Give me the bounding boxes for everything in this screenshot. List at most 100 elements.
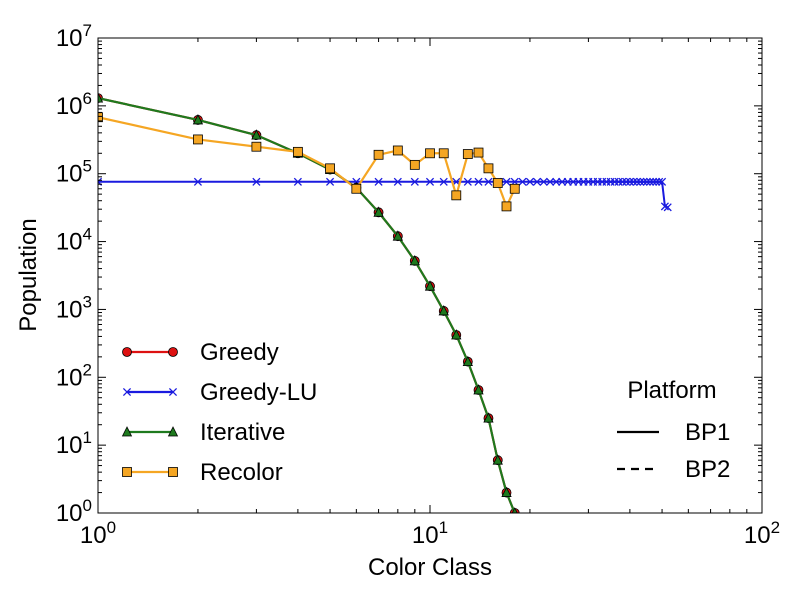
series-layer bbox=[98, 92, 672, 513]
data-point-recolor bbox=[292, 146, 303, 157]
data-point-iterative bbox=[501, 486, 512, 497]
data-point-recolor bbox=[98, 112, 103, 123]
legend-label: Greedy-LU bbox=[200, 379, 317, 406]
data-point-recolor bbox=[409, 159, 420, 170]
data-point-greedy-lu bbox=[439, 177, 448, 186]
legend-marker bbox=[121, 426, 133, 437]
series-line-greedy-lu bbox=[98, 180, 669, 209]
x-tick-label: 101 bbox=[412, 518, 448, 549]
legend-marker bbox=[168, 467, 178, 477]
y-tick-label: 103 bbox=[56, 292, 92, 323]
data-point-recolor bbox=[373, 149, 384, 160]
data-point-recolor bbox=[325, 163, 335, 174]
legend-label: Greedy bbox=[200, 339, 279, 366]
data-point-iterative bbox=[392, 230, 403, 241]
legend-label: Recolor bbox=[200, 459, 283, 486]
data-point-recolor bbox=[501, 201, 512, 212]
platform-legend-entry: BP2 bbox=[617, 456, 730, 483]
data-point-recolor bbox=[438, 148, 449, 159]
data-point-greedy-lu bbox=[193, 177, 203, 186]
x-tick-label: 102 bbox=[744, 518, 780, 549]
data-point-greedy-lu bbox=[474, 177, 483, 186]
platform-legend-entry: BP1 bbox=[617, 419, 730, 446]
platform-legend-label: BP1 bbox=[685, 419, 730, 446]
data-point-iterative bbox=[192, 114, 204, 125]
data-point-recolor bbox=[483, 163, 494, 174]
data-point-iterative bbox=[409, 254, 420, 266]
data-point-greedy-lu bbox=[622, 177, 631, 186]
data-point-greedy-lu bbox=[539, 177, 548, 186]
data-point-iterative bbox=[492, 454, 503, 465]
legend-marker bbox=[122, 467, 132, 477]
data-point-greedy-lu bbox=[525, 177, 535, 186]
y-tick-label: 105 bbox=[56, 157, 92, 188]
legend-entry-greedy: Greedy bbox=[122, 339, 279, 366]
data-point-recolor bbox=[473, 147, 484, 158]
data-point-greedy-lu bbox=[546, 177, 555, 186]
y-tick-label: 100 bbox=[56, 496, 92, 527]
data-point-greedy-lu bbox=[655, 177, 664, 186]
data-point-iterative bbox=[483, 412, 494, 423]
data-point-greedy-lu bbox=[425, 177, 435, 186]
data-point-greedy-lu bbox=[645, 177, 655, 186]
data-point-iterative bbox=[98, 92, 104, 103]
data-point-iterative bbox=[424, 280, 436, 291]
ticks-layer: 100 101 102 100 101 102 103 104 105 106 107 bbox=[56, 21, 780, 549]
data-point-iterative bbox=[251, 129, 262, 140]
data-point-recolor bbox=[251, 141, 262, 152]
y-axis-label: Population bbox=[15, 218, 42, 331]
data-point-greedy-lu bbox=[614, 177, 623, 186]
data-point-greedy-lu bbox=[410, 177, 419, 186]
data-point-greedy-lu bbox=[663, 203, 672, 212]
data-point-iterative bbox=[373, 206, 384, 217]
data-point-greedy-lu bbox=[642, 177, 651, 186]
data-point-greedy-lu bbox=[518, 177, 527, 186]
series-recolor bbox=[98, 112, 520, 212]
data-point-greedy-lu bbox=[325, 177, 335, 186]
data-point-greedy-lu bbox=[657, 177, 667, 186]
data-point-iterative bbox=[438, 305, 449, 316]
legend-entry-iterative: Iterative bbox=[121, 419, 285, 446]
platform-legend: Platform BP1 BP2 bbox=[617, 377, 730, 483]
data-point-recolor bbox=[462, 149, 473, 159]
legend-marker bbox=[168, 387, 178, 397]
data-point-greedy-lu bbox=[463, 177, 472, 186]
data-point-greedy-lu bbox=[393, 177, 402, 186]
legend-marker bbox=[122, 347, 132, 357]
data-point-greedy-lu bbox=[636, 177, 645, 186]
legend-label: Iterative bbox=[200, 419, 285, 446]
x-tick-label: 100 bbox=[80, 518, 116, 549]
platform-legend-title: Platform bbox=[627, 377, 716, 404]
data-point-greedy-lu bbox=[652, 177, 661, 186]
data-point-greedy-lu bbox=[618, 177, 627, 186]
legend-marker bbox=[167, 426, 179, 437]
data-point-recolor bbox=[351, 183, 362, 194]
legend-entry-recolor: Recolor bbox=[122, 459, 283, 486]
data-point-recolor bbox=[193, 134, 203, 145]
data-point-greedy-lu bbox=[552, 177, 561, 186]
data-point-iterative bbox=[473, 384, 484, 395]
data-point-greedy-lu bbox=[625, 177, 634, 186]
data-point-greedy-lu bbox=[252, 177, 261, 186]
data-point-greedy-lu bbox=[629, 177, 638, 186]
data-point-recolor bbox=[425, 148, 435, 159]
data-point-greedy-lu bbox=[639, 177, 648, 186]
series-legend: Greedy Greedy-LU Iterative Recolor bbox=[121, 339, 317, 486]
platform-legend-label: BP2 bbox=[685, 456, 730, 483]
data-point-greedy-lu bbox=[532, 177, 542, 186]
data-point-iterative bbox=[451, 329, 462, 340]
legend-entry-greedy-lu: Greedy-LU bbox=[122, 379, 317, 406]
data-point-greedy-lu bbox=[502, 177, 511, 186]
y-tick-label: 104 bbox=[56, 225, 92, 256]
data-point-greedy-lu bbox=[649, 177, 658, 186]
data-point-greedy-lu bbox=[660, 202, 669, 211]
legend-marker bbox=[168, 347, 178, 357]
y-tick-label: 101 bbox=[56, 428, 92, 459]
data-point-recolor bbox=[509, 183, 520, 194]
plot-area bbox=[98, 38, 762, 513]
data-point-recolor bbox=[451, 190, 462, 201]
data-point-greedy-lu bbox=[484, 177, 493, 186]
data-point-recolor bbox=[492, 178, 503, 188]
y-tick-label: 106 bbox=[56, 89, 92, 120]
